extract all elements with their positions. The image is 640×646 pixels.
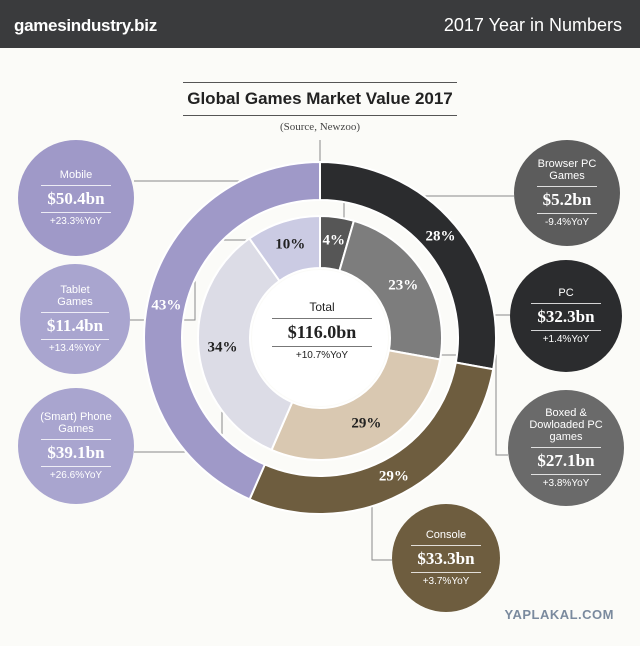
header-bar: gamesindustry.biz 2017 Year in Numbers	[0, 0, 640, 48]
bubble-tablet-games-value: $11.4bn	[40, 312, 110, 340]
inner-slice-1	[338, 219, 443, 361]
outer-ring	[143, 160, 497, 515]
bubble-phone-games: (Smart) Phone Games $39.1bn +26.6%YoY	[18, 388, 134, 504]
total-name: Total	[309, 300, 335, 314]
outer-percent-label-1: 29%	[378, 468, 409, 484]
bubble-mobile-yoy: +23.3%YoY	[49, 216, 103, 227]
bubble-mobile-value: $50.4bn	[41, 185, 111, 213]
bubble-browser-pc-games-name: Browser PC Games	[537, 158, 597, 182]
chart-subtitle: (Source, Newzoo)	[279, 121, 361, 133]
bubble-mobile: Mobile $50.4bn +23.3%YoY	[18, 140, 134, 256]
bubble-browser-pc-games-value: $5.2bn	[536, 186, 598, 214]
watermark: YAPLAKAL.COM	[504, 607, 614, 622]
bubble-browser-pc-games-yoy: -9.4%YoY	[544, 217, 590, 228]
bubble-boxed-pc-games: Boxed & Dowloaded PC games $27.1bn +3.8%…	[508, 390, 624, 506]
total-label: Total $116.0bn +10.7%YoY	[262, 300, 382, 361]
total-yoy: +10.7%YoY	[295, 350, 349, 361]
outer-percent-label-0: 28%	[425, 228, 456, 245]
bubble-pc-value: $32.3bn	[531, 303, 601, 331]
bubble-tablet-games: Tablet Games $11.4bn +13.4%YoY	[20, 264, 130, 374]
bubble-console-name: Console	[425, 529, 467, 541]
inner-percent-label-3: 34%	[207, 339, 238, 356]
bubble-boxed-pc-games-value: $27.1bn	[531, 447, 601, 475]
inner-percent-label-2: 29%	[351, 415, 382, 432]
outer-percent-label-2: 43%	[151, 297, 182, 314]
inner-slice-2	[270, 349, 442, 461]
bubble-boxed-pc-games-name: Boxed & Dowloaded PC games	[529, 407, 603, 443]
page-headline: 2017 Year in Numbers	[443, 15, 622, 35]
chart-title-wrap: Global Games Market Value 2017	[0, 82, 640, 116]
bubble-tablet-games-yoy: +13.4%YoY	[48, 343, 102, 354]
bubble-mobile-name: Mobile	[59, 169, 93, 181]
bubble-phone-games-value: $39.1bn	[41, 439, 111, 467]
bubble-tablet-games-name: Tablet Games	[57, 284, 93, 308]
inner-percent-label-1: 23%	[388, 277, 419, 294]
bubble-console-value: $33.3bn	[411, 545, 481, 573]
bubble-pc-yoy: +1.4%YoY	[542, 334, 590, 345]
outer-slice-2	[143, 160, 321, 501]
inner-slice-3	[197, 237, 294, 452]
bubble-pc-name: PC	[558, 287, 574, 299]
total-value: $116.0bn	[272, 318, 372, 347]
inner-percent-label-4: 10%	[275, 236, 306, 253]
inner-percent-label-0: 4%	[322, 232, 345, 249]
brand-logo: gamesindustry.biz	[14, 16, 157, 35]
bubble-phone-games-name: (Smart) Phone Games	[40, 411, 112, 435]
donut-center	[252, 270, 388, 406]
bubble-console: Console $33.3bn +3.7%YoY	[392, 504, 500, 612]
bubble-console-yoy: +3.7%YoY	[422, 576, 470, 587]
bubble-boxed-pc-games-yoy: +3.8%YoY	[542, 478, 590, 489]
bubble-phone-games-yoy: +26.6%YoY	[49, 470, 103, 481]
inner-slice-4	[248, 214, 321, 283]
bubble-pc: PC $32.3bn +1.4%YoY	[510, 260, 622, 372]
bubble-browser-pc-games: Browser PC Games $5.2bn -9.4%YoY	[514, 140, 620, 246]
inner-ring	[197, 214, 443, 461]
chart-title: Global Games Market Value 2017	[183, 82, 457, 116]
